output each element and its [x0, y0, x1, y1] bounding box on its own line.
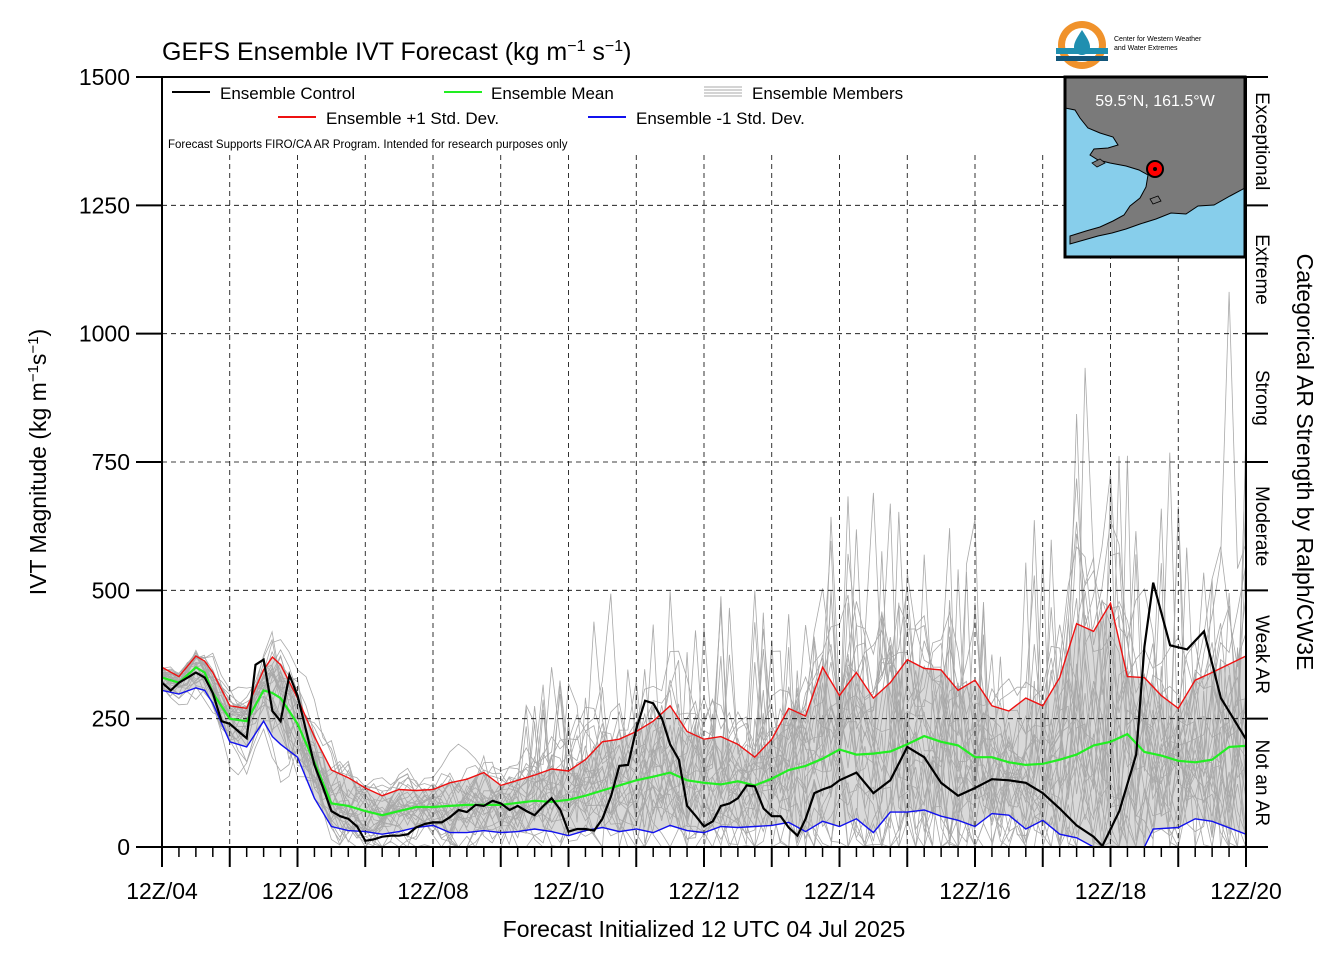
legend: Ensemble Control Ensemble Mean Ensemble …: [172, 84, 903, 128]
legend-label-control: Ensemble Control: [220, 84, 355, 103]
legend-label-members: Ensemble Members: [752, 84, 903, 103]
category-label: Strong: [1251, 370, 1272, 426]
series-line-ensemble-1-std-dev-: [162, 601, 1246, 797]
category-axis: Not an AR Weak AR Moderate Strong Extreme Exc…: [1246, 76, 1272, 848]
location-inset: 59.5°N, 161.5°W: [1063, 75, 1247, 259]
logo-text-line1: Center for Western Weather: [1114, 36, 1202, 43]
x-tick-label: 12Z/12: [668, 878, 740, 904]
y-tick-label: 1500: [79, 64, 130, 90]
series-lines: [162, 582, 1246, 847]
category-label: Weak AR: [1251, 615, 1272, 694]
legend-swatch-members: [704, 86, 742, 97]
legend-label-mean: Ensemble Mean: [491, 84, 614, 103]
y-axis: 0 250 500 750 1000 1250 1500: [79, 64, 162, 860]
y-tick-label: 500: [92, 577, 130, 603]
x-tick-label: 12Z/20: [1210, 878, 1282, 904]
category-label: Moderate: [1251, 486, 1272, 566]
grid-lines: [162, 77, 1246, 847]
right-axis-title: Categorical AR Strength by Ralph/CW3E: [1292, 254, 1318, 671]
y-tick-label: 0: [117, 834, 130, 860]
legend-label-minus-std: Ensemble -1 Std. Dev.: [636, 109, 805, 128]
inset-coordinate-label: 59.5°N, 161.5°W: [1095, 93, 1215, 110]
x-axis-title: Forecast Initialized 12 UTC 04 Jul 2025: [503, 916, 906, 942]
x-tick-label: 12Z/14: [804, 878, 876, 904]
y-tick-label: 250: [92, 706, 130, 732]
x-tick-label: 12Z/06: [262, 878, 334, 904]
x-axis: 12Z/04 12Z/06 12Z/08 12Z/10 12Z/12 12Z/14 12Z/…: [126, 847, 1282, 904]
x-tick-label: 12Z/08: [397, 878, 469, 904]
x-tick-label: 12Z/18: [1075, 878, 1147, 904]
water-drop-icon: [1074, 30, 1090, 55]
category-label: Not an AR: [1251, 739, 1272, 826]
research-note: Forecast Supports FIRO/CA AR Program. In…: [168, 139, 568, 151]
cw3e-logo: Center for Western Weather and Water Ext…: [1056, 21, 1202, 69]
category-label: Extreme: [1251, 234, 1272, 305]
member-line: [162, 492, 1246, 834]
series-line-ensemble-control: [162, 582, 1246, 847]
x-tick-label: 12Z/16: [939, 878, 1011, 904]
member-line: [162, 628, 1246, 847]
x-tick-label: 12Z/04: [126, 878, 198, 904]
y-tick-label: 1000: [79, 321, 130, 347]
x-tick-label: 12Z/10: [533, 878, 605, 904]
series-line-ensemble-1-std-dev-: [162, 687, 1246, 847]
member-line: [162, 516, 1246, 847]
y-tick-label: 750: [92, 449, 130, 475]
category-label: Exceptional: [1251, 92, 1272, 190]
legend-label-plus-std: Ensemble +1 Std. Dev.: [326, 109, 499, 128]
logo-text-line2: and Water Extremes: [1114, 45, 1178, 52]
y-axis-title: IVT Magnitude (kg m−1s−1): [25, 329, 51, 595]
chart-title: GEFS Ensemble IVT Forecast (kg m−1 s−1): [162, 38, 632, 66]
y-tick-label: 1250: [79, 192, 130, 218]
